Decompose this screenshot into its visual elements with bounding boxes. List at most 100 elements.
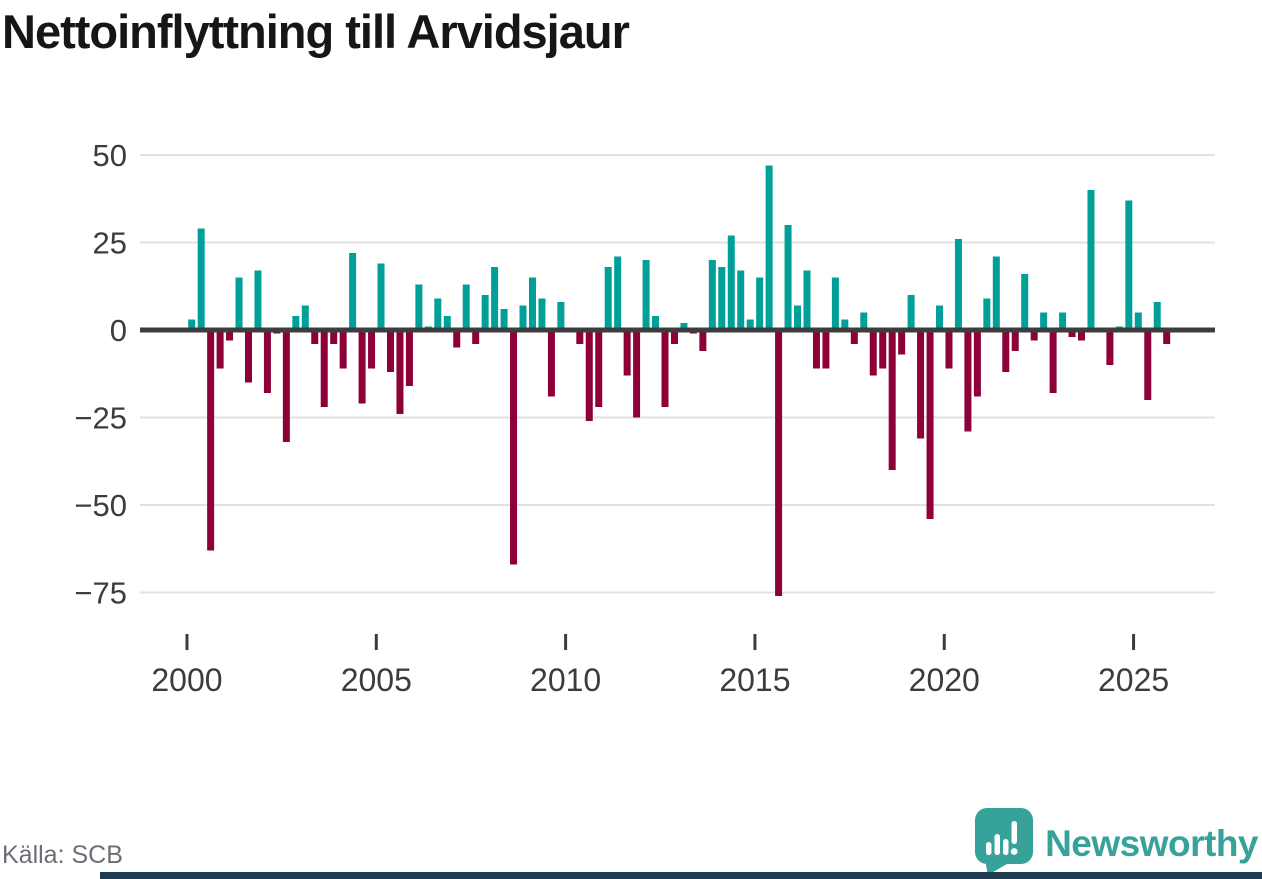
bar <box>812 330 820 369</box>
bar <box>330 330 338 344</box>
bar <box>831 277 839 330</box>
bar <box>1021 274 1029 330</box>
bar <box>491 267 499 330</box>
bar <box>756 277 764 330</box>
bar <box>1078 330 1085 341</box>
bar <box>396 330 404 414</box>
bar <box>699 330 707 351</box>
bar <box>614 256 622 330</box>
bar <box>434 298 442 330</box>
bar <box>576 330 584 344</box>
bar <box>652 316 660 330</box>
bar <box>822 330 830 369</box>
y-tick-label: 25 <box>93 226 127 261</box>
bar <box>547 330 555 397</box>
bar <box>1068 330 1076 337</box>
y-tick-label: −75 <box>74 576 127 611</box>
bar <box>386 330 394 372</box>
brand-name: Newsworthy <box>1045 822 1258 864</box>
bar <box>670 330 678 344</box>
y-tick-label: 50 <box>93 138 127 173</box>
bar <box>633 330 641 418</box>
x-tick-label: 2015 <box>719 662 790 698</box>
bar <box>803 270 811 330</box>
bar <box>898 330 906 355</box>
bar <box>1153 302 1161 330</box>
x-tick-label: 2025 <box>1098 662 1169 698</box>
bar <box>1163 330 1171 344</box>
bar <box>964 330 972 432</box>
bar <box>1144 330 1152 400</box>
y-tick-label: −50 <box>74 488 127 523</box>
bar <box>926 330 934 519</box>
bar <box>453 330 461 348</box>
bar <box>879 330 887 369</box>
bar <box>973 330 981 397</box>
bar <box>500 309 508 330</box>
bar <box>538 298 546 330</box>
bar <box>841 319 849 330</box>
bar <box>1059 312 1067 330</box>
bar <box>311 330 319 344</box>
bar <box>737 270 745 330</box>
bar <box>245 330 252 383</box>
bar <box>377 263 385 330</box>
bar <box>888 330 896 470</box>
y-tick-label: −25 <box>74 401 127 436</box>
bar <box>936 305 944 330</box>
bar <box>405 330 413 386</box>
footer-accent-bar <box>100 872 1262 879</box>
bar <box>358 330 366 404</box>
speech-bubble-bar-chart-icon <box>973 806 1035 879</box>
bar <box>727 235 735 330</box>
bar <box>623 330 631 376</box>
bar <box>595 330 603 407</box>
bar <box>869 330 877 376</box>
bar <box>954 239 962 330</box>
bar <box>415 284 423 330</box>
bar <box>708 260 716 330</box>
bar <box>1125 200 1133 330</box>
bar <box>226 330 234 341</box>
bar <box>765 165 773 330</box>
bar <box>528 277 536 330</box>
bar <box>1002 330 1010 372</box>
bar <box>1049 330 1057 393</box>
bar <box>917 330 925 439</box>
bar <box>349 253 357 330</box>
bar <box>992 256 1000 330</box>
bar <box>1011 330 1019 351</box>
bar <box>339 330 347 369</box>
bar <box>794 305 802 330</box>
bar <box>282 330 290 442</box>
bar <box>1134 312 1142 330</box>
brand-lockup: Newsworthy <box>973 806 1258 879</box>
chart-svg: 50 25 0 −25 −50 −75 2000 2005 2010 2015 2020 2025 <box>74 138 1215 698</box>
x-tick-label: 2005 <box>341 662 412 698</box>
bar <box>481 295 489 330</box>
bar <box>263 330 271 393</box>
bar <box>860 312 868 330</box>
bar <box>320 330 328 407</box>
bar <box>983 298 991 330</box>
bar <box>254 270 262 330</box>
bar <box>462 284 470 330</box>
bar <box>292 316 300 330</box>
bar <box>661 330 669 407</box>
bar-chart-plot: 50 25 0 −25 −50 −75 2000 2005 2010 2015 2020 2025 <box>74 138 1215 698</box>
bar <box>557 302 565 330</box>
x-tick-label: 2000 <box>151 662 222 698</box>
bar <box>443 316 451 330</box>
bar <box>207 330 215 551</box>
bar <box>216 330 224 369</box>
bar <box>945 330 953 369</box>
bar <box>301 305 309 330</box>
bar <box>775 330 783 596</box>
bar <box>907 295 915 330</box>
bar <box>519 305 527 330</box>
bar <box>585 330 593 421</box>
bar <box>604 267 612 330</box>
bar <box>510 330 518 565</box>
bar <box>197 228 205 330</box>
